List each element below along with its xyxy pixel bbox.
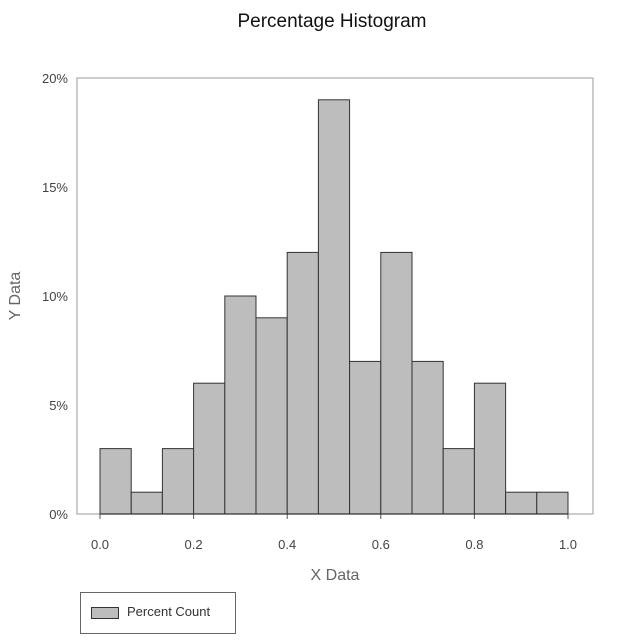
histogram-bar [130, 491, 163, 515]
histogram-bar [411, 360, 444, 515]
x-tick-label: 0.6 [372, 537, 390, 552]
chart-title: Percentage Histogram [237, 11, 426, 32]
x-tick-label: 0.0 [91, 537, 109, 552]
legend-swatch [91, 607, 119, 619]
histogram-bar [161, 448, 195, 515]
histogram-bar [224, 295, 257, 515]
x-tick-label: 1.0 [559, 537, 577, 552]
x-tick-label: 0.4 [278, 537, 296, 552]
histogram-bar [536, 491, 569, 515]
histogram-bar [349, 360, 382, 515]
histogram-bar [473, 382, 507, 515]
y-tick-label: 0% [49, 507, 68, 522]
y-tick-label: 5% [49, 398, 68, 413]
legend-label: Percent Count [127, 604, 211, 619]
y-axis-label: Y Data [7, 272, 24, 321]
y-tick-label: 10% [42, 289, 68, 304]
histogram-bar [99, 448, 132, 515]
legend: Percent Count [80, 592, 236, 634]
x-tick-label: 0.8 [465, 537, 483, 552]
y-tick-label: 20% [42, 71, 68, 86]
y-axis-ticks: 0% 5% 10% 15% 20% [42, 71, 68, 522]
x-tick-label: 0.2 [185, 537, 203, 552]
histogram-bar [442, 448, 475, 515]
histogram-bar [193, 382, 226, 515]
histogram-bar [317, 99, 351, 515]
histogram-chart: Percentage Histogram 0.0 0.2 0.4 0.6 0.8 1.0 … [7, 11, 594, 584]
histogram-bar [286, 251, 319, 515]
bars-layer [99, 99, 569, 515]
histogram-bar [255, 317, 288, 515]
x-axis-ticks: 0.0 0.2 0.4 0.6 0.8 1.0 [91, 514, 577, 552]
x-axis-label: X Data [311, 567, 360, 584]
histogram-bar [380, 251, 413, 515]
histogram-bar [505, 491, 538, 515]
y-tick-label: 15% [42, 180, 68, 195]
